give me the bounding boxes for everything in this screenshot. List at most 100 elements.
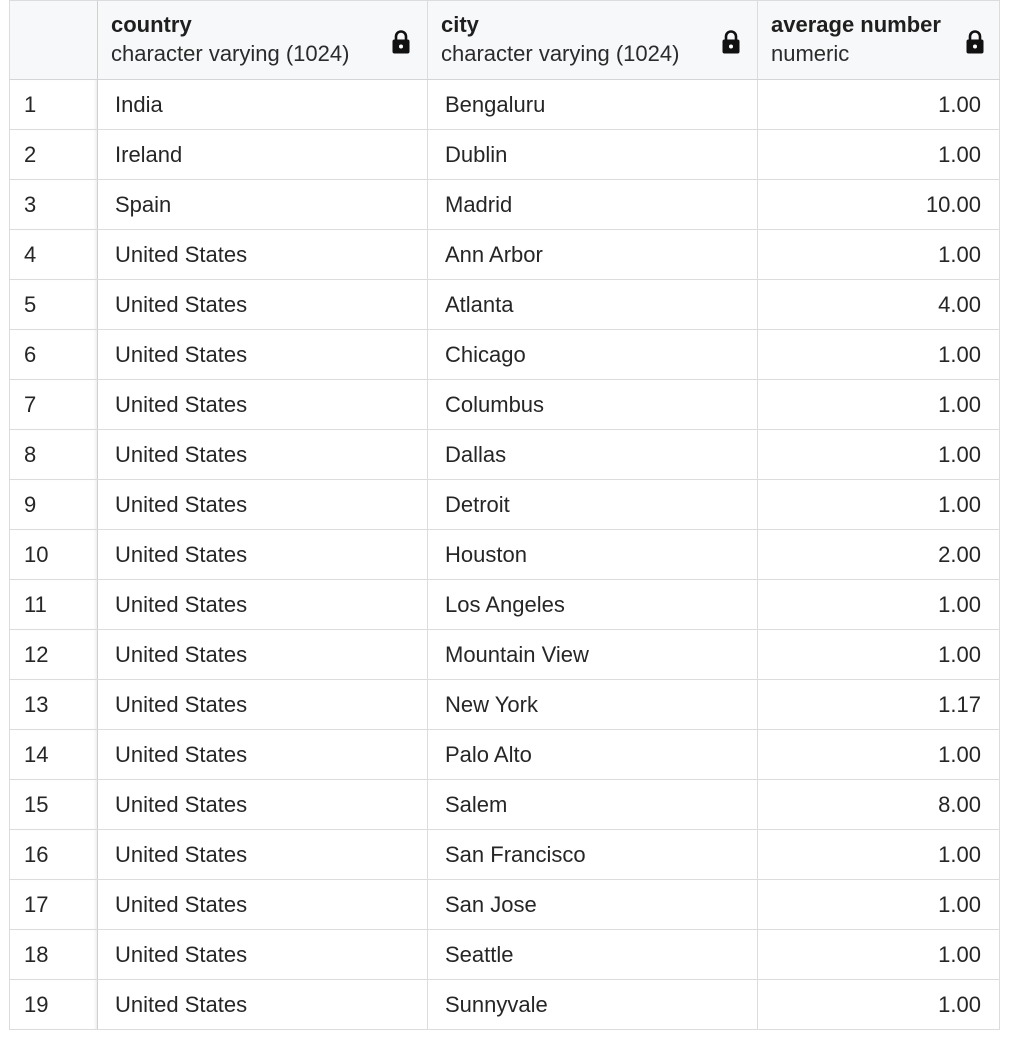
cell-average-number[interactable]: 1.00 [758, 880, 1000, 929]
row-number[interactable]: 18 [10, 930, 98, 979]
cell-city[interactable]: Houston [428, 530, 758, 579]
table-row[interactable]: 8 United States Dallas 1.00 [10, 430, 1000, 480]
cell-country[interactable]: United States [98, 430, 428, 479]
cell-city[interactable]: Mountain View [428, 630, 758, 679]
cell-country[interactable]: United States [98, 780, 428, 829]
table-row[interactable]: 1 India Bengaluru 1.00 [10, 80, 1000, 130]
table-row[interactable]: 12 United States Mountain View 1.00 [10, 630, 1000, 680]
cell-city[interactable]: Ann Arbor [428, 230, 758, 279]
cell-country[interactable]: United States [98, 880, 428, 929]
cell-city[interactable]: Salem [428, 780, 758, 829]
cell-city[interactable]: Sunnyvale [428, 980, 758, 1029]
cell-country[interactable]: United States [98, 930, 428, 979]
row-number[interactable]: 12 [10, 630, 98, 679]
row-number[interactable]: 2 [10, 130, 98, 179]
cell-country[interactable]: United States [98, 230, 428, 279]
row-number[interactable]: 8 [10, 430, 98, 479]
table-row[interactable]: 14 United States Palo Alto 1.00 [10, 730, 1000, 780]
table-row[interactable]: 17 United States San Jose 1.00 [10, 880, 1000, 930]
cell-average-number[interactable]: 1.00 [758, 80, 1000, 129]
cell-average-number[interactable]: 1.00 [758, 730, 1000, 779]
cell-country[interactable]: United States [98, 580, 428, 629]
column-header-average-number[interactable]: average number numeric [758, 1, 1000, 79]
cell-country[interactable]: United States [98, 530, 428, 579]
row-number[interactable]: 10 [10, 530, 98, 579]
table-row[interactable]: 11 United States Los Angeles 1.00 [10, 580, 1000, 630]
cell-city[interactable]: Palo Alto [428, 730, 758, 779]
cell-country[interactable]: United States [98, 480, 428, 529]
cell-city[interactable]: San Francisco [428, 830, 758, 879]
column-type: numeric [771, 41, 850, 66]
table-row[interactable]: 16 United States San Francisco 1.00 [10, 830, 1000, 880]
row-number[interactable]: 3 [10, 180, 98, 229]
cell-city[interactable]: Seattle [428, 930, 758, 979]
cell-city[interactable]: Madrid [428, 180, 758, 229]
cell-average-number[interactable]: 1.00 [758, 980, 1000, 1029]
cell-city[interactable]: San Jose [428, 880, 758, 929]
cell-country[interactable]: Spain [98, 180, 428, 229]
row-number[interactable]: 14 [10, 730, 98, 779]
column-header-city[interactable]: city character varying (1024) [428, 1, 758, 79]
cell-average-number[interactable]: 1.00 [758, 130, 1000, 179]
table-row[interactable]: 18 United States Seattle 1.00 [10, 930, 1000, 980]
cell-country[interactable]: United States [98, 630, 428, 679]
cell-average-number[interactable]: 8.00 [758, 780, 1000, 829]
cell-city[interactable]: Columbus [428, 380, 758, 429]
cell-average-number[interactable]: 2.00 [758, 530, 1000, 579]
cell-average-number[interactable]: 1.00 [758, 430, 1000, 479]
cell-city[interactable]: Los Angeles [428, 580, 758, 629]
table-row[interactable]: 15 United States Salem 8.00 [10, 780, 1000, 830]
table-row[interactable]: 3 Spain Madrid 10.00 [10, 180, 1000, 230]
cell-average-number[interactable]: 1.00 [758, 330, 1000, 379]
table-row[interactable]: 19 United States Sunnyvale 1.00 [10, 980, 1000, 1030]
row-number[interactable]: 17 [10, 880, 98, 929]
cell-average-number[interactable]: 1.00 [758, 930, 1000, 979]
cell-average-number[interactable]: 10.00 [758, 180, 1000, 229]
cell-country[interactable]: United States [98, 330, 428, 379]
row-number[interactable]: 7 [10, 380, 98, 429]
cell-country[interactable]: Ireland [98, 130, 428, 179]
cell-city[interactable]: Detroit [428, 480, 758, 529]
cell-average-number[interactable]: 1.17 [758, 680, 1000, 729]
row-number[interactable]: 6 [10, 330, 98, 379]
cell-average-number[interactable]: 1.00 [758, 630, 1000, 679]
cell-country[interactable]: United States [98, 280, 428, 329]
cell-average-number[interactable]: 1.00 [758, 830, 1000, 879]
row-number-header[interactable] [10, 1, 98, 79]
cell-country[interactable]: India [98, 80, 428, 129]
cell-country[interactable]: United States [98, 380, 428, 429]
table-row[interactable]: 13 United States New York 1.17 [10, 680, 1000, 730]
table-row[interactable]: 5 United States Atlanta 4.00 [10, 280, 1000, 330]
table-row[interactable]: 7 United States Columbus 1.00 [10, 380, 1000, 430]
cell-country[interactable]: United States [98, 980, 428, 1029]
table-row[interactable]: 4 United States Ann Arbor 1.00 [10, 230, 1000, 280]
row-number[interactable]: 15 [10, 780, 98, 829]
cell-city[interactable]: Atlanta [428, 280, 758, 329]
row-number[interactable]: 4 [10, 230, 98, 279]
cell-average-number[interactable]: 1.00 [758, 580, 1000, 629]
cell-country[interactable]: United States [98, 730, 428, 779]
row-number[interactable]: 5 [10, 280, 98, 329]
cell-city[interactable]: Dublin [428, 130, 758, 179]
table-row[interactable]: 6 United States Chicago 1.00 [10, 330, 1000, 380]
cell-average-number[interactable]: 4.00 [758, 280, 1000, 329]
table-row[interactable]: 10 United States Houston 2.00 [10, 530, 1000, 580]
cell-average-number[interactable]: 1.00 [758, 480, 1000, 529]
cell-country[interactable]: United States [98, 680, 428, 729]
row-number[interactable]: 19 [10, 980, 98, 1029]
row-number[interactable]: 13 [10, 680, 98, 729]
row-number[interactable]: 11 [10, 580, 98, 629]
row-number[interactable]: 16 [10, 830, 98, 879]
table-row[interactable]: 9 United States Detroit 1.00 [10, 480, 1000, 530]
table-row[interactable]: 2 Ireland Dublin 1.00 [10, 130, 1000, 180]
cell-city[interactable]: Bengaluru [428, 80, 758, 129]
column-header-country[interactable]: country character varying (1024) [98, 1, 428, 79]
cell-country[interactable]: United States [98, 830, 428, 879]
cell-city[interactable]: Dallas [428, 430, 758, 479]
cell-average-number[interactable]: 1.00 [758, 230, 1000, 279]
row-number[interactable]: 9 [10, 480, 98, 529]
cell-city[interactable]: Chicago [428, 330, 758, 379]
cell-average-number[interactable]: 1.00 [758, 380, 1000, 429]
cell-city[interactable]: New York [428, 680, 758, 729]
row-number[interactable]: 1 [10, 80, 98, 129]
